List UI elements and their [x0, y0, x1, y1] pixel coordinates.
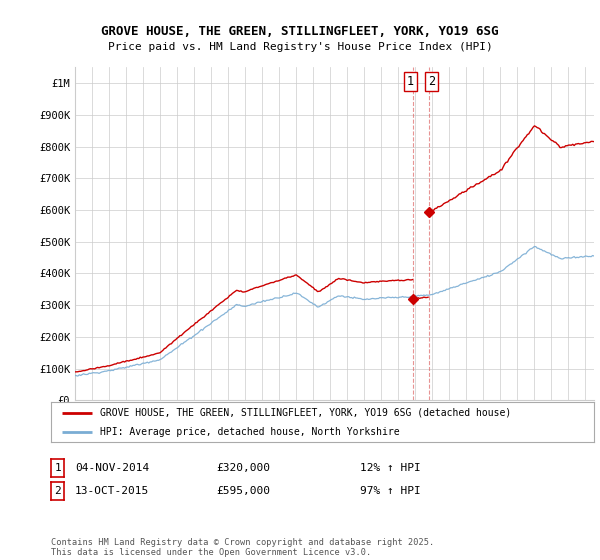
Text: 1: 1	[54, 463, 61, 473]
Text: 1: 1	[406, 75, 413, 88]
Text: 12% ↑ HPI: 12% ↑ HPI	[360, 463, 421, 473]
Text: GROVE HOUSE, THE GREEN, STILLINGFLEET, YORK, YO19 6SG (detached house): GROVE HOUSE, THE GREEN, STILLINGFLEET, Y…	[100, 408, 511, 418]
Text: Price paid vs. HM Land Registry's House Price Index (HPI): Price paid vs. HM Land Registry's House …	[107, 42, 493, 52]
Text: 04-NOV-2014: 04-NOV-2014	[75, 463, 149, 473]
Text: HPI: Average price, detached house, North Yorkshire: HPI: Average price, detached house, Nort…	[100, 427, 400, 436]
Text: 13-OCT-2015: 13-OCT-2015	[75, 486, 149, 496]
Text: 97% ↑ HPI: 97% ↑ HPI	[360, 486, 421, 496]
Text: £595,000: £595,000	[216, 486, 270, 496]
Text: Contains HM Land Registry data © Crown copyright and database right 2025.
This d: Contains HM Land Registry data © Crown c…	[51, 538, 434, 557]
Text: 2: 2	[428, 75, 435, 88]
Text: 2: 2	[54, 486, 61, 496]
Text: £320,000: £320,000	[216, 463, 270, 473]
Text: GROVE HOUSE, THE GREEN, STILLINGFLEET, YORK, YO19 6SG: GROVE HOUSE, THE GREEN, STILLINGFLEET, Y…	[101, 25, 499, 38]
